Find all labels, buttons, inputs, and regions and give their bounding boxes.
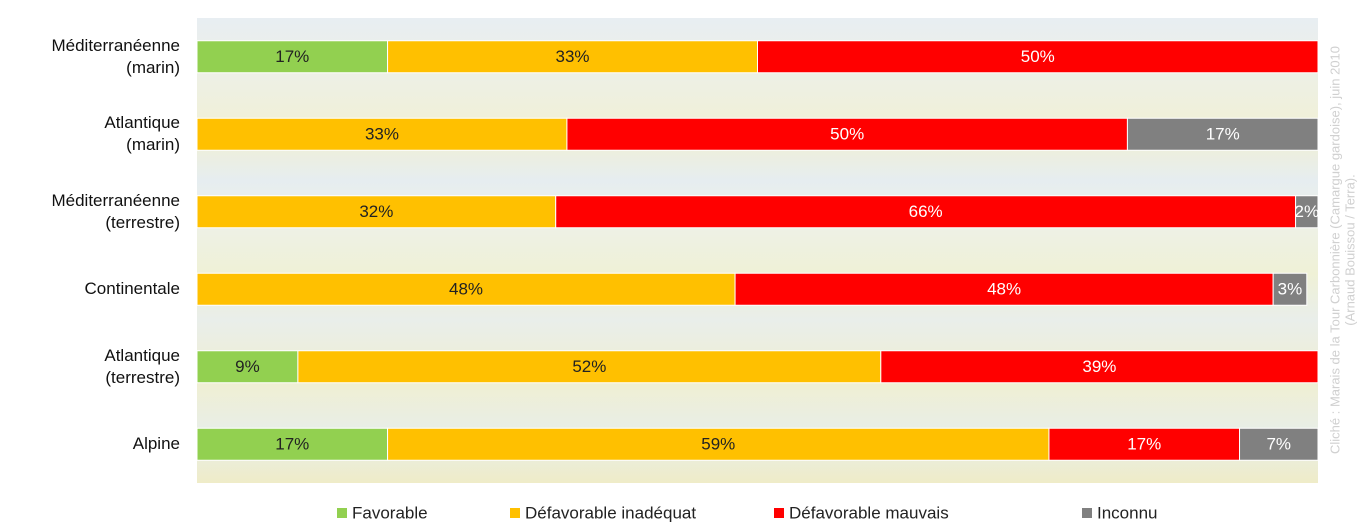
- value-label: 17%: [1206, 125, 1240, 144]
- value-label: 52%: [572, 357, 606, 376]
- category-label: Atlantique (marin): [0, 112, 180, 156]
- category-label: Méditerranéenne (marin): [0, 35, 180, 79]
- value-label: 33%: [365, 125, 399, 144]
- value-label: 9%: [235, 357, 260, 376]
- credit: Cliché : Marais de la Tour Carbonnière (…: [1327, 46, 1357, 454]
- value-label: 39%: [1082, 357, 1116, 376]
- category-label: Alpine: [0, 433, 180, 455]
- credit-line: (Arnaud Bouissou / Terra).: [1342, 174, 1357, 326]
- category-label: Atlantique (terrestre): [0, 345, 180, 389]
- value-label: 32%: [359, 202, 393, 221]
- chart: 17% 33% 50% 33% 50% 17% 32% 66% 2% 48% 48% 3% 9% 52% 3…: [0, 0, 1358, 523]
- value-label: 7%: [1266, 435, 1291, 454]
- value-label: 17%: [1127, 435, 1161, 454]
- legend-swatch: [337, 508, 347, 518]
- value-label: 17%: [275, 435, 309, 454]
- value-label: 3%: [1278, 280, 1303, 299]
- value-label: 48%: [987, 280, 1021, 299]
- legend-swatch: [1082, 508, 1092, 518]
- value-label: 2%: [1295, 202, 1320, 221]
- legend-label: Inconnu: [1097, 503, 1158, 522]
- value-label: 17%: [275, 47, 309, 66]
- credit-line: Cliché : Marais de la Tour Carbonnière (…: [1327, 46, 1342, 454]
- value-label: 50%: [830, 125, 864, 144]
- value-label: 33%: [556, 47, 590, 66]
- legend-label: Favorable: [352, 503, 428, 522]
- legend-label: Défavorable mauvais: [789, 503, 949, 522]
- legend-label: Défavorable inadéquat: [525, 503, 696, 522]
- legend-swatch: [774, 508, 784, 518]
- value-label: 59%: [701, 435, 735, 454]
- value-label: 66%: [909, 202, 943, 221]
- category-label: Continentale: [0, 278, 180, 300]
- chart-canvas: 17% 33% 50% 33% 50% 17% 32% 66% 2% 48% 48% 3% 9% 52% 3…: [0, 0, 1358, 523]
- category-label: Méditerranéenne (terrestre): [0, 190, 180, 234]
- value-label: 50%: [1021, 47, 1055, 66]
- background-photo: [197, 18, 1318, 483]
- legend-swatch: [510, 508, 520, 518]
- value-label: 48%: [449, 280, 483, 299]
